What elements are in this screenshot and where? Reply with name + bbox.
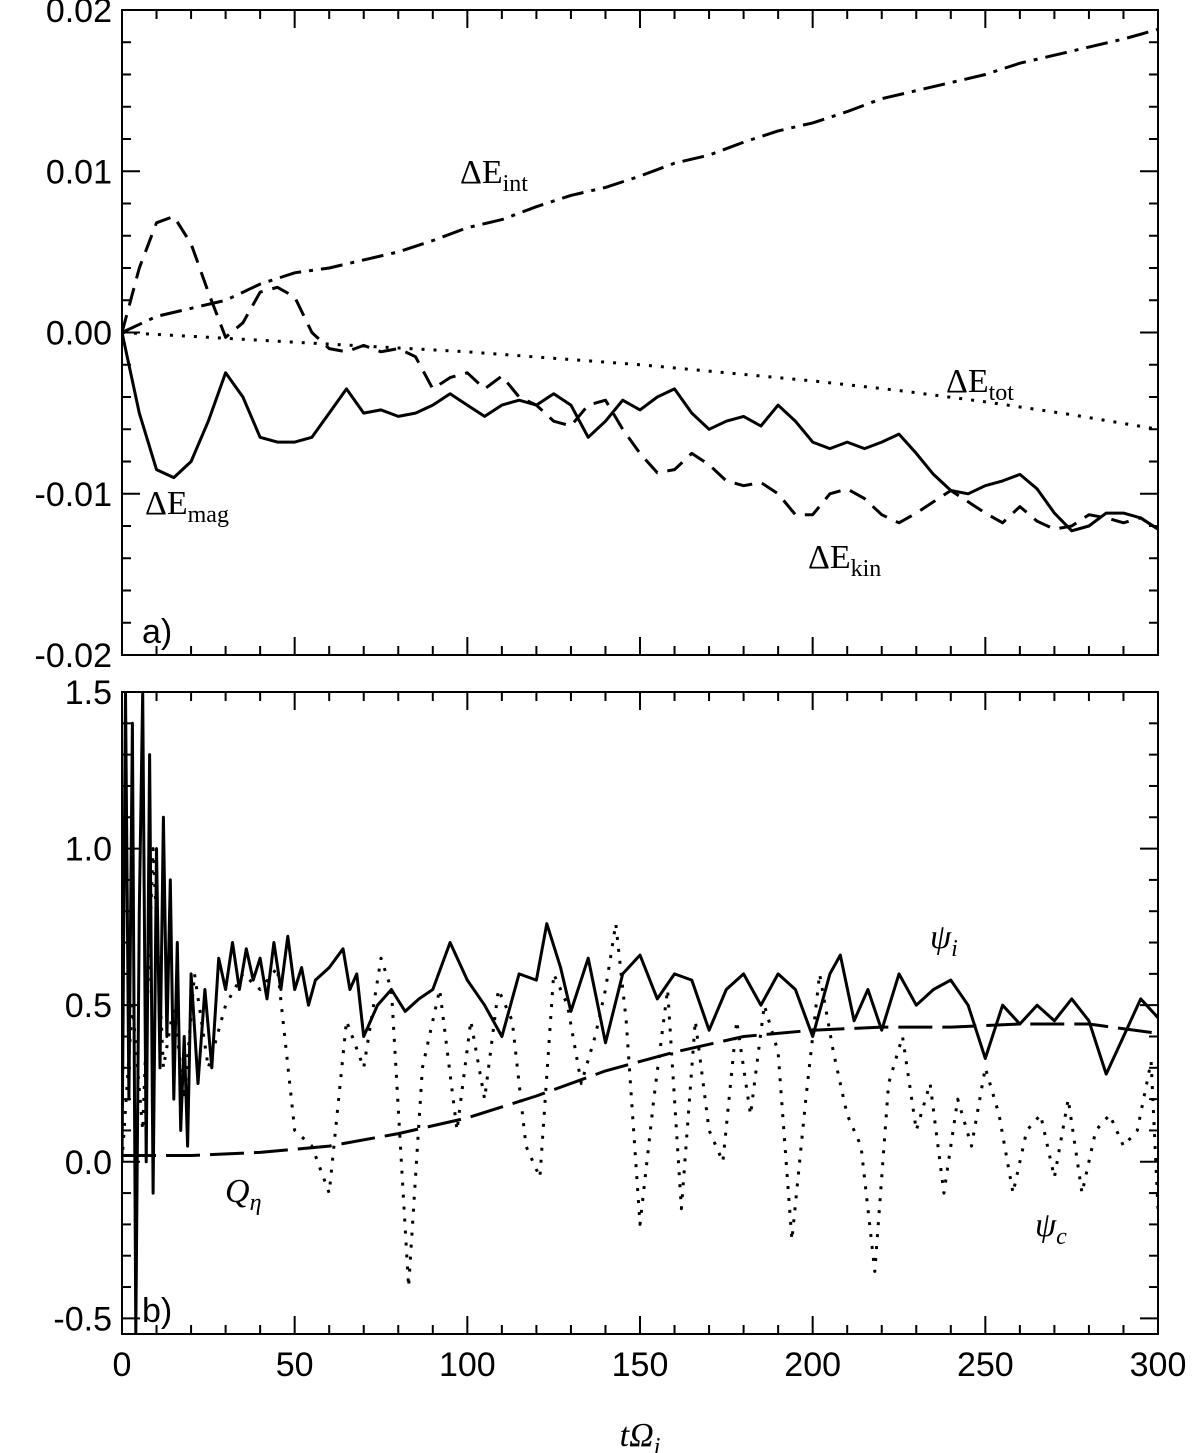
label-delta-e-tot-sub: tot (989, 380, 1015, 406)
panel-b: 0 50 100 150 200 250 300-0.50.00.51.01.5 b) ψi… (53, 674, 1186, 1453)
panel-a-ticks (121, 9, 1159, 656)
label-psi-i-sub: i (951, 936, 958, 962)
label-psi-i: ψi (930, 919, 958, 962)
label-psi-c-main: ψ (1035, 1207, 1057, 1244)
series-line-b-1 (122, 847, 1158, 1289)
y-tick-label: 0.5 (65, 987, 112, 1025)
x-tick-label: 200 (784, 1346, 841, 1384)
series-line-b-0 (122, 692, 1158, 1334)
y-tick-label: 0.0 (65, 1144, 112, 1182)
label-delta-e-kin-sub: kin (851, 556, 882, 582)
label-delta-e-mag: ΔEmag (145, 485, 229, 528)
series-line-a-3 (122, 332, 1158, 533)
y-tick-label: 0.01 (46, 153, 112, 191)
x-tick-label: 0 (113, 1346, 132, 1384)
x-tick-label: 50 (276, 1346, 314, 1384)
label-q-eta: Qη (225, 1173, 261, 1216)
y-tick-label: -0.5 (53, 1300, 112, 1338)
label-delta-e-mag-main: ΔE (145, 485, 188, 522)
label-q-eta-main: Q (225, 1173, 250, 1210)
y-tick-label: 0.00 (46, 315, 112, 353)
panel-b-ticks (121, 691, 1159, 1334)
label-delta-e-tot: ΔEtot (946, 363, 1014, 406)
label-delta-e-int-main: ΔE (460, 154, 503, 191)
panel-a-letter: a) (142, 613, 172, 651)
y-tick-label: 1.5 (65, 674, 112, 712)
label-q-eta-sub: η (250, 1190, 262, 1216)
label-delta-e-int-sub: int (503, 171, 529, 197)
x-tick-label: 300 (1130, 1346, 1187, 1384)
panel-a-frame (121, 9, 1159, 656)
panel-b-letter: b) (142, 1292, 172, 1330)
x-tick-label: 100 (439, 1346, 496, 1384)
panel-b-series (122, 692, 1158, 1334)
panel-a-tick-labels: -0.02 -0.01 0.00 0.01 0.02 (35, 0, 113, 675)
x-tick-label: 250 (957, 1346, 1014, 1384)
x-axis-title: tΩi (620, 1417, 661, 1453)
series-line-a-0 (122, 27, 1158, 334)
x-tick-label: 150 (612, 1346, 669, 1384)
panel-b-tick-labels: 0 50 100 150 200 250 300 -0.5 0.0 0.5 1.0 1.5 (53, 674, 1186, 1384)
label-delta-e-kin-main: ΔE (808, 539, 851, 576)
y-tick-label: -0.02 (35, 637, 113, 675)
panel-a-series (122, 27, 1158, 533)
x-axis-title-main: tΩ (620, 1417, 654, 1453)
label-delta-e-int: ΔEint (460, 154, 528, 197)
panel-b-frame (121, 691, 1159, 1335)
series-line-a-1 (122, 331, 1158, 431)
label-delta-e-mag-sub: mag (188, 502, 229, 528)
panel-a: -0.02-0.010.000.010.02 a) ΔEint ΔEtot ΔE… (35, 0, 1159, 675)
label-psi-c: ψc (1035, 1207, 1067, 1250)
label-delta-e-tot-main: ΔE (946, 363, 989, 400)
y-tick-label: -0.01 (35, 476, 113, 514)
label-delta-e-kin: ΔEkin (808, 539, 881, 582)
x-axis-title-sub: i (654, 1434, 661, 1453)
y-tick-label: 0.02 (46, 0, 112, 30)
label-psi-c-sub: c (1056, 1224, 1067, 1250)
series-line-b-2 (122, 1022, 1158, 1157)
label-psi-i-main: ψ (930, 919, 952, 956)
y-tick-label: 1.0 (65, 831, 112, 869)
